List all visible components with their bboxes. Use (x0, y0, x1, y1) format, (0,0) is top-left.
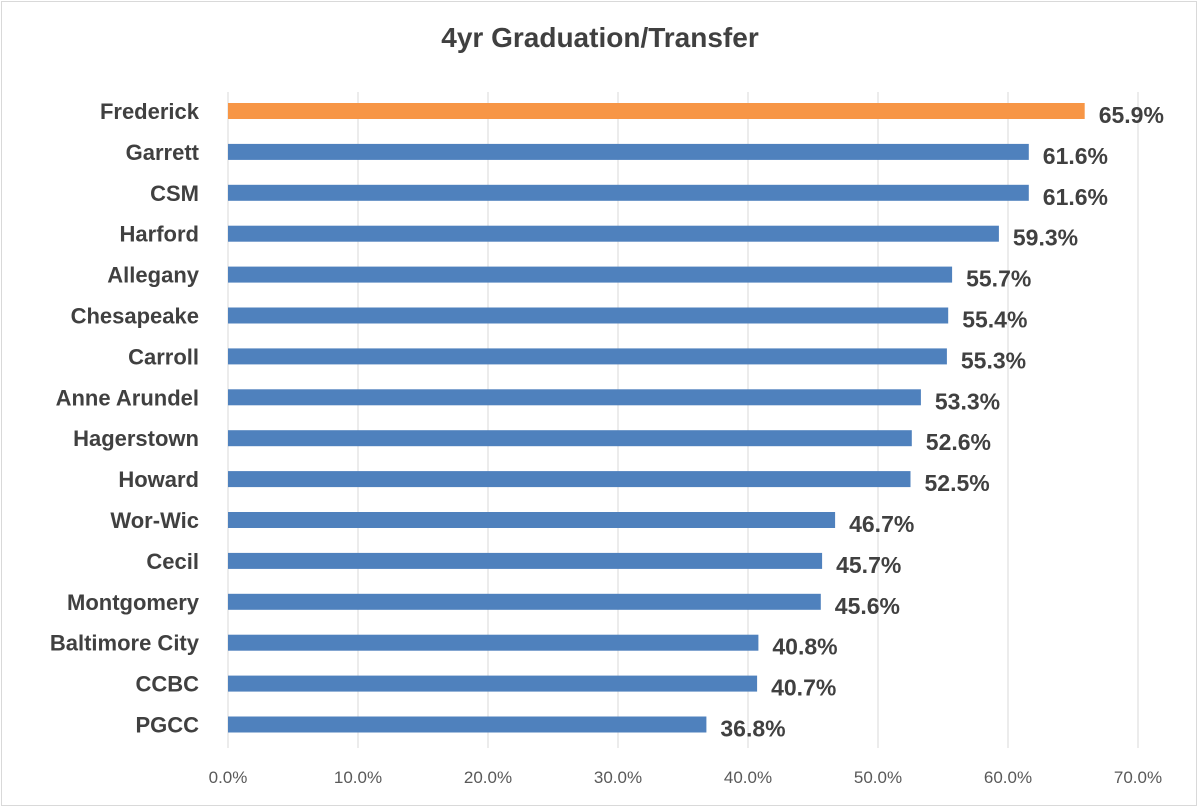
bar (228, 307, 949, 324)
data-label: 53.3% (935, 388, 1000, 414)
category-label: Anne Arundel (56, 385, 199, 410)
bar (228, 634, 759, 651)
category-label: Howard (118, 467, 199, 492)
data-label: 61.6% (1043, 184, 1108, 210)
category-label: Baltimore City (50, 631, 200, 656)
category-label: Wor-Wic (110, 508, 199, 533)
category-label: Allegany (107, 263, 199, 288)
bar (228, 225, 999, 242)
bar (228, 430, 912, 447)
x-tick-label: 10.0% (334, 768, 382, 787)
category-label: Montgomery (67, 590, 200, 615)
category-label: Chesapeake (71, 304, 199, 329)
category-label: Hagerstown (73, 426, 199, 451)
data-label: 52.5% (925, 470, 990, 496)
data-label: 40.8% (772, 634, 837, 660)
data-label: 65.9% (1099, 102, 1164, 128)
category-label: CSM (150, 181, 199, 206)
category-label: Harford (120, 222, 199, 247)
bar (228, 103, 1085, 119)
category-label: Cecil (146, 549, 199, 574)
category-label: Frederick (100, 99, 200, 124)
bar (228, 552, 823, 569)
data-label: 36.8% (720, 716, 785, 742)
data-label: 45.6% (835, 593, 900, 619)
chart-title: 4yr Graduation/Transfer (441, 22, 759, 53)
x-tick-label: 60.0% (984, 768, 1032, 787)
data-label: 52.6% (926, 429, 991, 455)
x-tick-label: 40.0% (724, 768, 772, 787)
bar (228, 512, 836, 528)
x-tick-label: 0.0% (209, 768, 248, 787)
bar (228, 593, 821, 610)
data-label: 45.7% (836, 552, 901, 578)
data-label: 55.7% (966, 266, 1031, 292)
bar (228, 348, 947, 365)
bar (228, 389, 921, 406)
data-label: 40.7% (771, 675, 836, 701)
x-tick-label: 50.0% (854, 768, 902, 787)
bar (228, 143, 1029, 160)
data-label: 55.4% (962, 307, 1027, 333)
bar (228, 471, 911, 488)
x-tick-label: 70.0% (1114, 768, 1162, 787)
category-label: Garrett (126, 140, 200, 165)
bar (228, 716, 707, 733)
data-label: 61.6% (1043, 143, 1108, 169)
bar (228, 675, 758, 692)
category-label: PGCC (135, 713, 199, 738)
data-label: 59.3% (1013, 225, 1078, 251)
bar (228, 266, 953, 283)
x-tick-label: 30.0% (594, 768, 642, 787)
data-label: 46.7% (849, 511, 914, 537)
data-label: 55.3% (961, 347, 1026, 373)
x-tick-label: 20.0% (464, 768, 512, 787)
category-label: CCBC (135, 672, 199, 697)
bar (228, 184, 1029, 201)
category-label: Carroll (128, 344, 199, 369)
